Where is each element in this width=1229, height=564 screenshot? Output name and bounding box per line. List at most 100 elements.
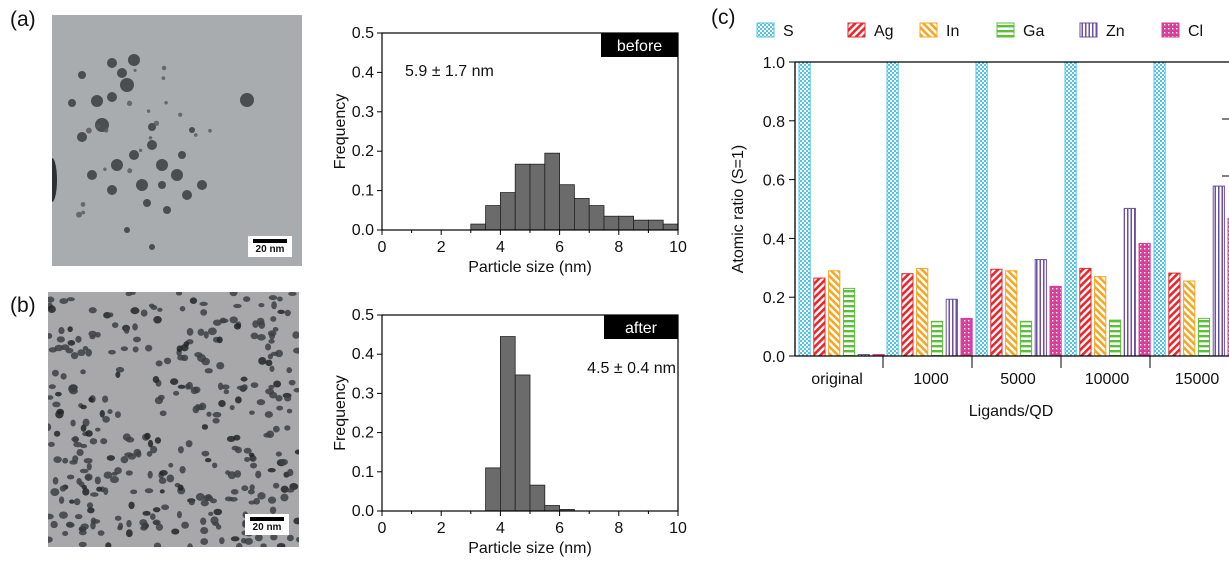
nanoparticle bbox=[68, 99, 76, 107]
y-tick-label: 0.5 bbox=[352, 25, 374, 42]
nanoparticle bbox=[289, 482, 299, 490]
category-label: original bbox=[811, 371, 863, 388]
nanoparticle bbox=[70, 419, 76, 427]
tem-image-before-particles bbox=[52, 54, 254, 250]
legend-swatch-cl bbox=[1161, 22, 1180, 38]
nanoparticle bbox=[78, 71, 86, 79]
nanoparticle bbox=[200, 517, 207, 526]
nanoparticle bbox=[94, 476, 101, 485]
nanoparticle bbox=[144, 488, 154, 494]
nanoparticle bbox=[82, 346, 89, 351]
nanoparticle bbox=[88, 396, 94, 403]
nanoparticle bbox=[267, 468, 276, 473]
scale-bar: 20 nm bbox=[248, 236, 292, 257]
nanoparticle bbox=[115, 366, 125, 373]
nanoparticle bbox=[269, 391, 278, 399]
nanoparticle bbox=[73, 498, 81, 506]
nanoparticle bbox=[66, 297, 75, 302]
nanoparticle bbox=[48, 333, 53, 339]
nanoparticle bbox=[205, 495, 214, 502]
bar-in bbox=[828, 270, 841, 357]
tem-image-before: 20 nm bbox=[52, 15, 302, 266]
nanoparticle bbox=[130, 489, 138, 495]
nanoparticle bbox=[140, 525, 148, 531]
y-tick-label: 1.0 bbox=[763, 55, 785, 72]
y-tick-label: 0.5 bbox=[352, 307, 374, 324]
y-tick-label: 0.1 bbox=[352, 464, 374, 481]
nanoparticle bbox=[163, 206, 171, 214]
nanoparticle bbox=[115, 371, 121, 378]
nanoparticle bbox=[270, 316, 277, 322]
nanoparticle bbox=[139, 519, 148, 526]
nanoparticle bbox=[177, 446, 184, 454]
nanoparticle bbox=[82, 418, 90, 427]
nanoparticle bbox=[86, 502, 94, 509]
nanoparticle bbox=[154, 437, 162, 444]
nanoparticle bbox=[58, 511, 68, 519]
nanoparticle bbox=[85, 430, 93, 437]
x-tick-label: 0 bbox=[378, 520, 387, 537]
nanoparticle bbox=[230, 536, 240, 542]
nanoparticle bbox=[276, 542, 286, 547]
condition-tag: before bbox=[617, 38, 662, 55]
x-tick-label: 4 bbox=[496, 239, 505, 256]
nanoparticle bbox=[125, 470, 133, 476]
nanoparticle bbox=[56, 408, 64, 415]
nanoparticle bbox=[247, 489, 255, 495]
panel-label-a: (a) bbox=[10, 8, 36, 31]
legend-swatch-in bbox=[919, 22, 938, 38]
category-label: 5000 bbox=[1000, 371, 1036, 388]
nanoparticle bbox=[53, 456, 62, 463]
nanoparticle bbox=[244, 537, 254, 545]
nanoparticle bbox=[223, 389, 230, 395]
nanoparticle bbox=[158, 181, 166, 189]
nanoparticle bbox=[175, 292, 183, 296]
nanoparticle bbox=[143, 199, 151, 207]
nanoparticle bbox=[226, 435, 236, 443]
nanoparticle bbox=[129, 150, 139, 160]
nanoparticle bbox=[153, 316, 162, 324]
nanoparticle bbox=[269, 365, 275, 372]
nanoparticle bbox=[218, 400, 226, 408]
nanoparticle bbox=[67, 326, 73, 333]
nanoparticle bbox=[187, 543, 193, 547]
nanoparticle bbox=[178, 151, 186, 159]
nanoparticle bbox=[148, 123, 156, 131]
nanoparticle bbox=[48, 395, 54, 400]
nanoparticle bbox=[142, 510, 151, 516]
nanoparticle bbox=[163, 357, 172, 365]
nanoparticle bbox=[102, 395, 109, 403]
nanoparticle bbox=[249, 484, 255, 491]
x-tick-label: 0 bbox=[378, 239, 387, 256]
nanoparticle bbox=[284, 395, 292, 402]
nanoparticle bbox=[138, 148, 143, 153]
nanoparticle bbox=[279, 458, 288, 466]
nanoparticle bbox=[107, 409, 113, 415]
y-tick-label: 0.2 bbox=[352, 425, 374, 442]
nanoparticle bbox=[272, 425, 280, 433]
nanoparticle bbox=[108, 349, 116, 355]
category-label: 1000 bbox=[913, 371, 949, 388]
nanoparticle bbox=[161, 504, 170, 511]
scale-bar: 20 nm bbox=[245, 514, 289, 535]
nanoparticle bbox=[147, 470, 153, 479]
nanoparticle bbox=[207, 327, 217, 336]
nanoparticle bbox=[146, 451, 153, 457]
condition-tag-box bbox=[601, 33, 678, 57]
nanoparticle bbox=[62, 531, 69, 537]
nanoparticle bbox=[149, 244, 155, 250]
nanoparticle bbox=[168, 462, 174, 468]
nanoparticle bbox=[293, 387, 299, 393]
nanoparticle bbox=[256, 333, 266, 341]
nanoparticle bbox=[181, 521, 189, 529]
nanoparticle bbox=[229, 405, 235, 411]
nanoparticle bbox=[272, 327, 279, 332]
bar-cl bbox=[1049, 285, 1062, 357]
nanoparticle bbox=[177, 484, 184, 491]
nanoparticle bbox=[153, 542, 162, 547]
nanoparticle bbox=[233, 303, 242, 309]
nanoparticle bbox=[195, 492, 205, 501]
nanoparticle bbox=[183, 341, 190, 347]
bar-s bbox=[798, 61, 811, 357]
nanoparticle bbox=[194, 351, 203, 358]
